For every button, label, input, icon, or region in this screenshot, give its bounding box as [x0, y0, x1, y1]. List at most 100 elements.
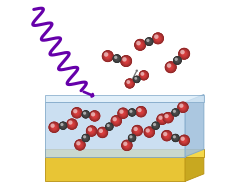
- Circle shape: [129, 135, 135, 141]
- Circle shape: [126, 80, 133, 87]
- Circle shape: [152, 122, 159, 129]
- Circle shape: [179, 103, 187, 112]
- Polygon shape: [45, 102, 185, 157]
- Circle shape: [49, 122, 60, 133]
- Circle shape: [174, 57, 181, 64]
- Circle shape: [171, 134, 180, 142]
- Circle shape: [183, 52, 186, 56]
- Circle shape: [129, 135, 135, 141]
- Circle shape: [136, 41, 141, 45]
- Circle shape: [180, 136, 189, 145]
- Circle shape: [66, 119, 78, 130]
- Circle shape: [74, 110, 80, 116]
- Circle shape: [72, 108, 82, 118]
- Circle shape: [123, 58, 129, 64]
- Circle shape: [135, 78, 138, 81]
- Circle shape: [153, 123, 158, 128]
- Circle shape: [154, 124, 158, 128]
- Circle shape: [97, 127, 108, 138]
- Circle shape: [106, 123, 113, 130]
- Circle shape: [166, 62, 176, 72]
- Circle shape: [145, 38, 153, 45]
- Circle shape: [82, 134, 89, 142]
- Circle shape: [68, 120, 72, 125]
- Circle shape: [133, 76, 140, 83]
- Circle shape: [147, 39, 151, 44]
- Circle shape: [134, 39, 146, 51]
- Circle shape: [90, 111, 100, 121]
- Circle shape: [167, 63, 175, 71]
- Circle shape: [172, 134, 180, 142]
- Circle shape: [69, 121, 75, 127]
- Circle shape: [136, 41, 144, 49]
- Circle shape: [68, 120, 76, 128]
- Circle shape: [115, 57, 119, 60]
- Circle shape: [70, 122, 74, 126]
- Circle shape: [51, 124, 55, 128]
- Circle shape: [148, 130, 151, 134]
- Circle shape: [174, 57, 181, 64]
- Circle shape: [134, 77, 137, 80]
- Circle shape: [130, 136, 134, 140]
- Circle shape: [49, 122, 60, 133]
- Circle shape: [59, 122, 67, 130]
- Circle shape: [122, 57, 130, 65]
- Circle shape: [129, 109, 135, 116]
- Circle shape: [162, 131, 171, 140]
- Circle shape: [133, 127, 138, 131]
- Circle shape: [62, 125, 64, 127]
- Circle shape: [119, 109, 127, 118]
- Circle shape: [171, 108, 180, 117]
- Circle shape: [82, 111, 89, 118]
- Circle shape: [162, 131, 172, 141]
- Circle shape: [172, 108, 180, 116]
- Circle shape: [136, 41, 144, 49]
- Circle shape: [92, 114, 97, 118]
- Circle shape: [174, 111, 177, 114]
- Circle shape: [74, 139, 86, 151]
- Circle shape: [165, 133, 169, 138]
- Circle shape: [172, 109, 179, 116]
- Circle shape: [114, 118, 119, 124]
- Circle shape: [129, 135, 135, 141]
- Circle shape: [101, 131, 104, 134]
- Circle shape: [124, 143, 130, 148]
- Circle shape: [173, 56, 182, 65]
- Circle shape: [121, 111, 125, 115]
- Circle shape: [133, 126, 142, 135]
- Circle shape: [167, 64, 174, 71]
- Circle shape: [83, 135, 89, 141]
- Circle shape: [146, 38, 152, 45]
- Circle shape: [127, 81, 133, 86]
- Circle shape: [97, 127, 108, 138]
- Circle shape: [120, 55, 132, 67]
- Circle shape: [177, 102, 188, 113]
- Circle shape: [82, 134, 90, 142]
- Circle shape: [129, 135, 135, 141]
- Circle shape: [120, 55, 132, 67]
- Circle shape: [121, 56, 131, 66]
- Circle shape: [123, 58, 129, 64]
- Circle shape: [83, 135, 89, 141]
- Circle shape: [148, 40, 150, 43]
- Circle shape: [102, 50, 114, 62]
- Circle shape: [117, 108, 129, 119]
- Circle shape: [176, 59, 179, 62]
- Circle shape: [105, 53, 111, 59]
- Circle shape: [86, 125, 97, 137]
- Circle shape: [60, 122, 66, 129]
- Circle shape: [127, 81, 132, 86]
- Circle shape: [157, 114, 168, 125]
- Circle shape: [82, 110, 90, 119]
- Circle shape: [179, 49, 189, 59]
- Circle shape: [104, 52, 112, 60]
- Circle shape: [181, 50, 187, 57]
- Circle shape: [98, 129, 107, 136]
- Circle shape: [122, 140, 132, 151]
- Circle shape: [142, 73, 146, 77]
- Circle shape: [99, 129, 103, 133]
- Circle shape: [179, 104, 187, 111]
- Circle shape: [61, 123, 65, 128]
- Circle shape: [122, 141, 131, 150]
- Circle shape: [122, 57, 127, 62]
